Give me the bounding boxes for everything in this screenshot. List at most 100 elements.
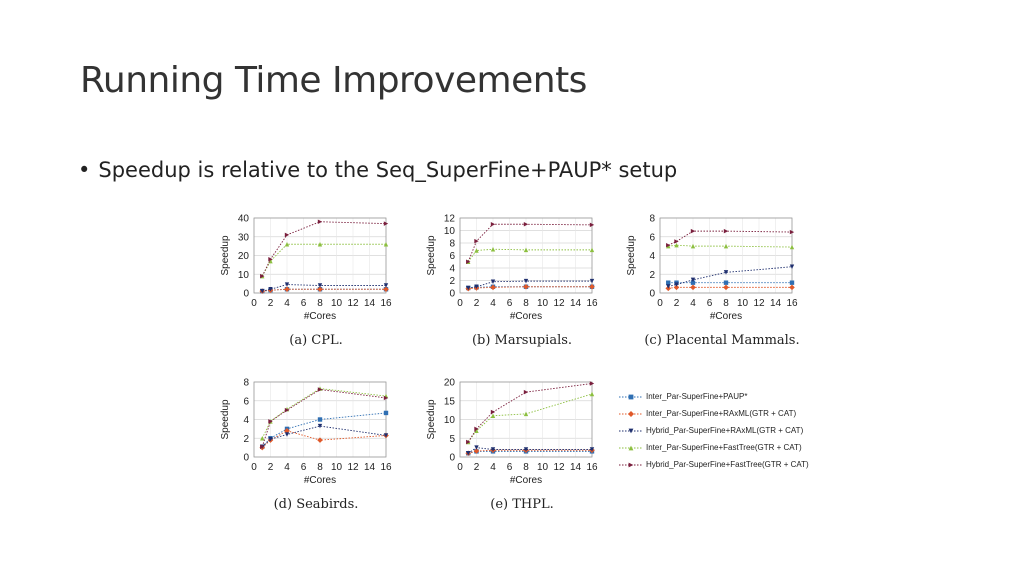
y-tick-label: 0 (243, 453, 249, 464)
data-point (474, 284, 479, 289)
y-tick-label: 20 (238, 251, 250, 262)
y-tick-label: 15 (444, 396, 456, 407)
legend-label: Inter_Par-SuperFine+FastTree(GTR + CAT) (646, 443, 802, 452)
legend-swatch (619, 462, 643, 468)
x-tick-label: 6 (301, 462, 307, 473)
x-tick-label: 0 (251, 462, 257, 473)
data-point (317, 387, 323, 392)
data-point (789, 280, 795, 285)
data-point (317, 283, 323, 288)
data-point (674, 239, 679, 244)
x-tick-label: 0 (457, 298, 463, 309)
y-tick-label: 12 (444, 214, 456, 225)
y-tick-label: 30 (238, 232, 250, 243)
data-point (589, 222, 595, 228)
data-point (523, 278, 529, 284)
series-line (468, 450, 592, 454)
x-tick-label: 2 (474, 298, 480, 309)
x-tick-label: 4 (490, 298, 496, 309)
data-point (589, 447, 595, 452)
data-point (490, 409, 496, 415)
data-point (474, 445, 479, 450)
data-point (268, 419, 273, 424)
y-tick-label: 0 (449, 289, 455, 300)
series-line (261, 221, 387, 277)
x-tick-label: 14 (770, 298, 782, 309)
data-point (284, 286, 290, 293)
data-point (589, 278, 595, 284)
data-point (789, 284, 795, 291)
data-point (723, 228, 729, 234)
y-tick-label: 0 (243, 289, 249, 300)
x-tick-label: 0 (657, 298, 663, 309)
y-tick-label: 4 (649, 251, 655, 262)
chart-caption: (c) Placental Mammals. (644, 333, 799, 348)
data-point (666, 284, 671, 289)
y-tick-label: 40 (238, 214, 250, 225)
legend-item: Inter_Par-SuperFine+PAUP* (618, 388, 818, 405)
data-point (284, 427, 290, 434)
data-point (268, 257, 273, 262)
plot-frame (253, 217, 387, 294)
x-tick-label: 8 (317, 462, 323, 473)
x-tick-label: 4 (284, 462, 290, 473)
data-point (666, 242, 671, 248)
data-point (723, 284, 729, 291)
data-point (523, 447, 529, 452)
x-axis-label: #Cores (710, 311, 742, 322)
data-point (466, 285, 471, 291)
data-point (383, 395, 389, 401)
x-tick-label: 6 (301, 298, 307, 309)
y-axis-label: Speedup (426, 399, 437, 439)
x-tick-label: 12 (347, 462, 359, 473)
legend-swatch (619, 445, 643, 451)
data-point (789, 264, 795, 269)
data-point (284, 232, 290, 238)
legend-marker (628, 411, 634, 417)
x-tick-label: 16 (380, 298, 392, 309)
y-tick-label: 10 (444, 226, 456, 237)
legend-label: Hybrid_Par-SuperFine+RAxML(GTR + CAT) (646, 426, 804, 435)
legend-item: Hybrid_Par-SuperFine+FastTree(GTR + CAT) (618, 456, 818, 473)
data-point (589, 391, 595, 397)
plot-frame (459, 381, 593, 458)
chart-placental-mammals: 0 2 4 6 8 0 2 4 6 8 10 12 14 16 #Cores Speedup (c) Place… (618, 208, 808, 358)
y-tick-label: 4 (449, 264, 455, 275)
legend-marker (628, 462, 634, 468)
data-point (268, 287, 273, 292)
data-point (490, 222, 496, 227)
data-point (674, 242, 679, 248)
x-tick-label: 0 (251, 298, 257, 309)
data-point (523, 411, 529, 417)
x-tick-label: 12 (553, 462, 565, 473)
chart-caption: (b) Marsupials. (472, 333, 572, 348)
series-line (261, 412, 387, 448)
data-point (474, 426, 479, 432)
x-tick-label: 16 (786, 298, 798, 309)
data-point (523, 247, 529, 253)
x-tick-label: 8 (723, 298, 729, 309)
legend-marker (628, 428, 634, 434)
series-line (467, 383, 593, 443)
data-point (789, 229, 795, 235)
data-point (690, 284, 696, 291)
chart-thpl: 0 5 10 15 20 0 2 4 6 8 10 12 14 16 #Cores Speedup (e) TH… (418, 372, 608, 522)
plot-frame (253, 381, 387, 458)
x-tick-label: 2 (268, 462, 274, 473)
data-point (383, 286, 389, 293)
series-line (262, 284, 386, 292)
y-axis-label: Speedup (220, 399, 231, 439)
bullet-text: Speedup is relative to the Seq_SuperFine… (98, 158, 678, 182)
legend-label: Inter_Par-SuperFine+RAxML(GTR + CAT) (646, 409, 797, 418)
data-point (383, 221, 389, 226)
y-tick-label: 2 (449, 276, 455, 287)
x-tick-label: 2 (474, 462, 480, 473)
x-tick-label: 12 (753, 298, 765, 309)
data-point (490, 447, 496, 452)
y-tick-label: 8 (649, 214, 655, 225)
data-point (674, 282, 679, 287)
